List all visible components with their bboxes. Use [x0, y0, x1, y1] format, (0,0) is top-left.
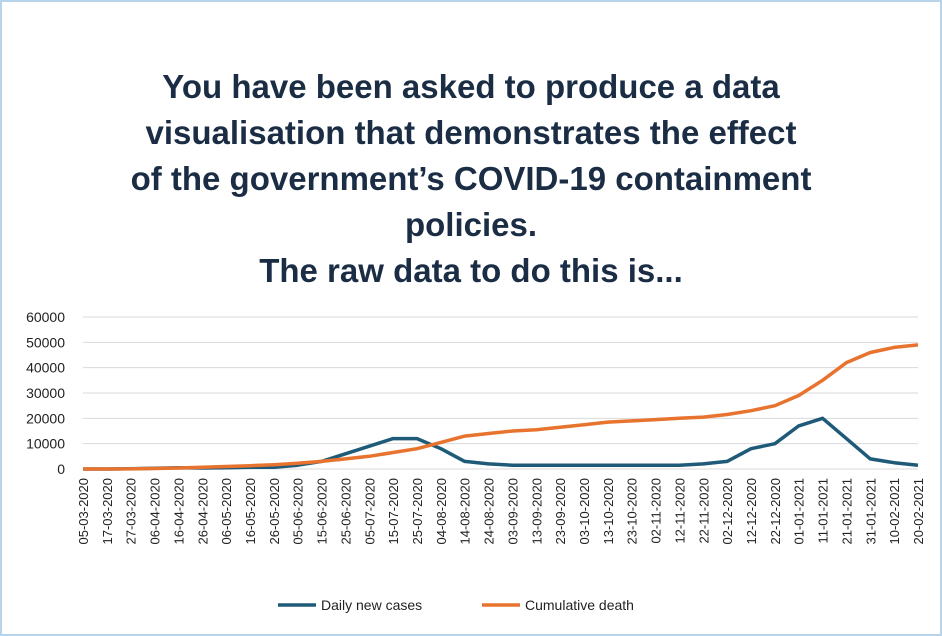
- y-tick-label: 0: [57, 461, 65, 477]
- x-tick-label: 15-07-2020: [386, 478, 401, 545]
- legend-label: Cumulative death: [525, 597, 634, 613]
- x-tick-label: 05-03-2020: [76, 478, 91, 545]
- x-tick-label: 03-10-2020: [577, 478, 592, 545]
- x-tick-label: 02-11-2020: [649, 478, 664, 544]
- x-tick-label: 23-09-2020: [553, 478, 568, 545]
- x-tick-label: 13-09-2020: [529, 478, 544, 545]
- x-tick-label: 16-05-2020: [243, 478, 258, 545]
- x-tick-label: 16-04-2020: [171, 478, 186, 545]
- line-series: [83, 343, 919, 471]
- x-tick-label: 05-06-2020: [291, 478, 306, 545]
- x-tick-label: 01-01-2021: [792, 478, 807, 545]
- title-line: policies.: [405, 206, 537, 243]
- x-tick-label: 11-01-2021: [816, 478, 831, 544]
- x-tick-label: 02-12-2020: [720, 478, 735, 545]
- title-line: visualisation that demonstrates the effe…: [146, 114, 797, 151]
- x-tick-label: 21-01-2021: [839, 478, 854, 545]
- x-tick-label: 23-10-2020: [625, 478, 640, 545]
- title-line: of the government’s COVID-19 containment: [131, 160, 812, 197]
- y-tick-label: 40000: [26, 360, 65, 376]
- x-tick-label: 12-12-2020: [744, 478, 759, 545]
- y-tick-label: 20000: [26, 410, 65, 426]
- x-tick-label: 05-07-2020: [362, 478, 377, 545]
- x-tick-label: 25-07-2020: [410, 478, 425, 545]
- x-tick-label: 25-06-2020: [338, 478, 353, 545]
- x-tick-label: 06-05-2020: [219, 478, 234, 545]
- x-tick-label: 20-02-2021: [911, 478, 926, 545]
- x-tick-label: 22-11-2020: [696, 478, 711, 544]
- x-tick-label: 24-08-2020: [482, 478, 497, 545]
- x-tick-label: 31-01-2021: [863, 478, 878, 545]
- y-tick-label: 60000: [26, 309, 65, 325]
- x-tick-label: 27-03-2020: [124, 478, 139, 545]
- title-line: You have been asked to produce a data: [162, 68, 780, 105]
- x-tick-label: 04-08-2020: [434, 478, 449, 545]
- x-tick-label: 10-02-2021: [887, 478, 902, 545]
- x-tick-label: 14-08-2020: [458, 478, 473, 545]
- y-tick-label: 30000: [26, 385, 65, 401]
- x-tick-label: 17-03-2020: [100, 478, 115, 545]
- x-tick-label: 26-04-2020: [195, 478, 210, 545]
- title-line: The raw data to do this is...: [259, 252, 683, 289]
- x-tick-label: 26-05-2020: [267, 478, 282, 545]
- y-tick-label: 50000: [26, 334, 65, 350]
- x-tick-label: 03-09-2020: [505, 478, 520, 545]
- x-tick-label: 15-06-2020: [315, 478, 330, 545]
- x-tick-label: 22-12-2020: [768, 478, 783, 545]
- x-tick-label: 12-11-2020: [672, 478, 687, 544]
- y-tick-label: 10000: [26, 436, 65, 452]
- legend-label: Daily new cases: [321, 597, 422, 613]
- x-tick-label: 06-04-2020: [148, 478, 163, 545]
- x-tick-label: 13-10-2020: [601, 478, 616, 545]
